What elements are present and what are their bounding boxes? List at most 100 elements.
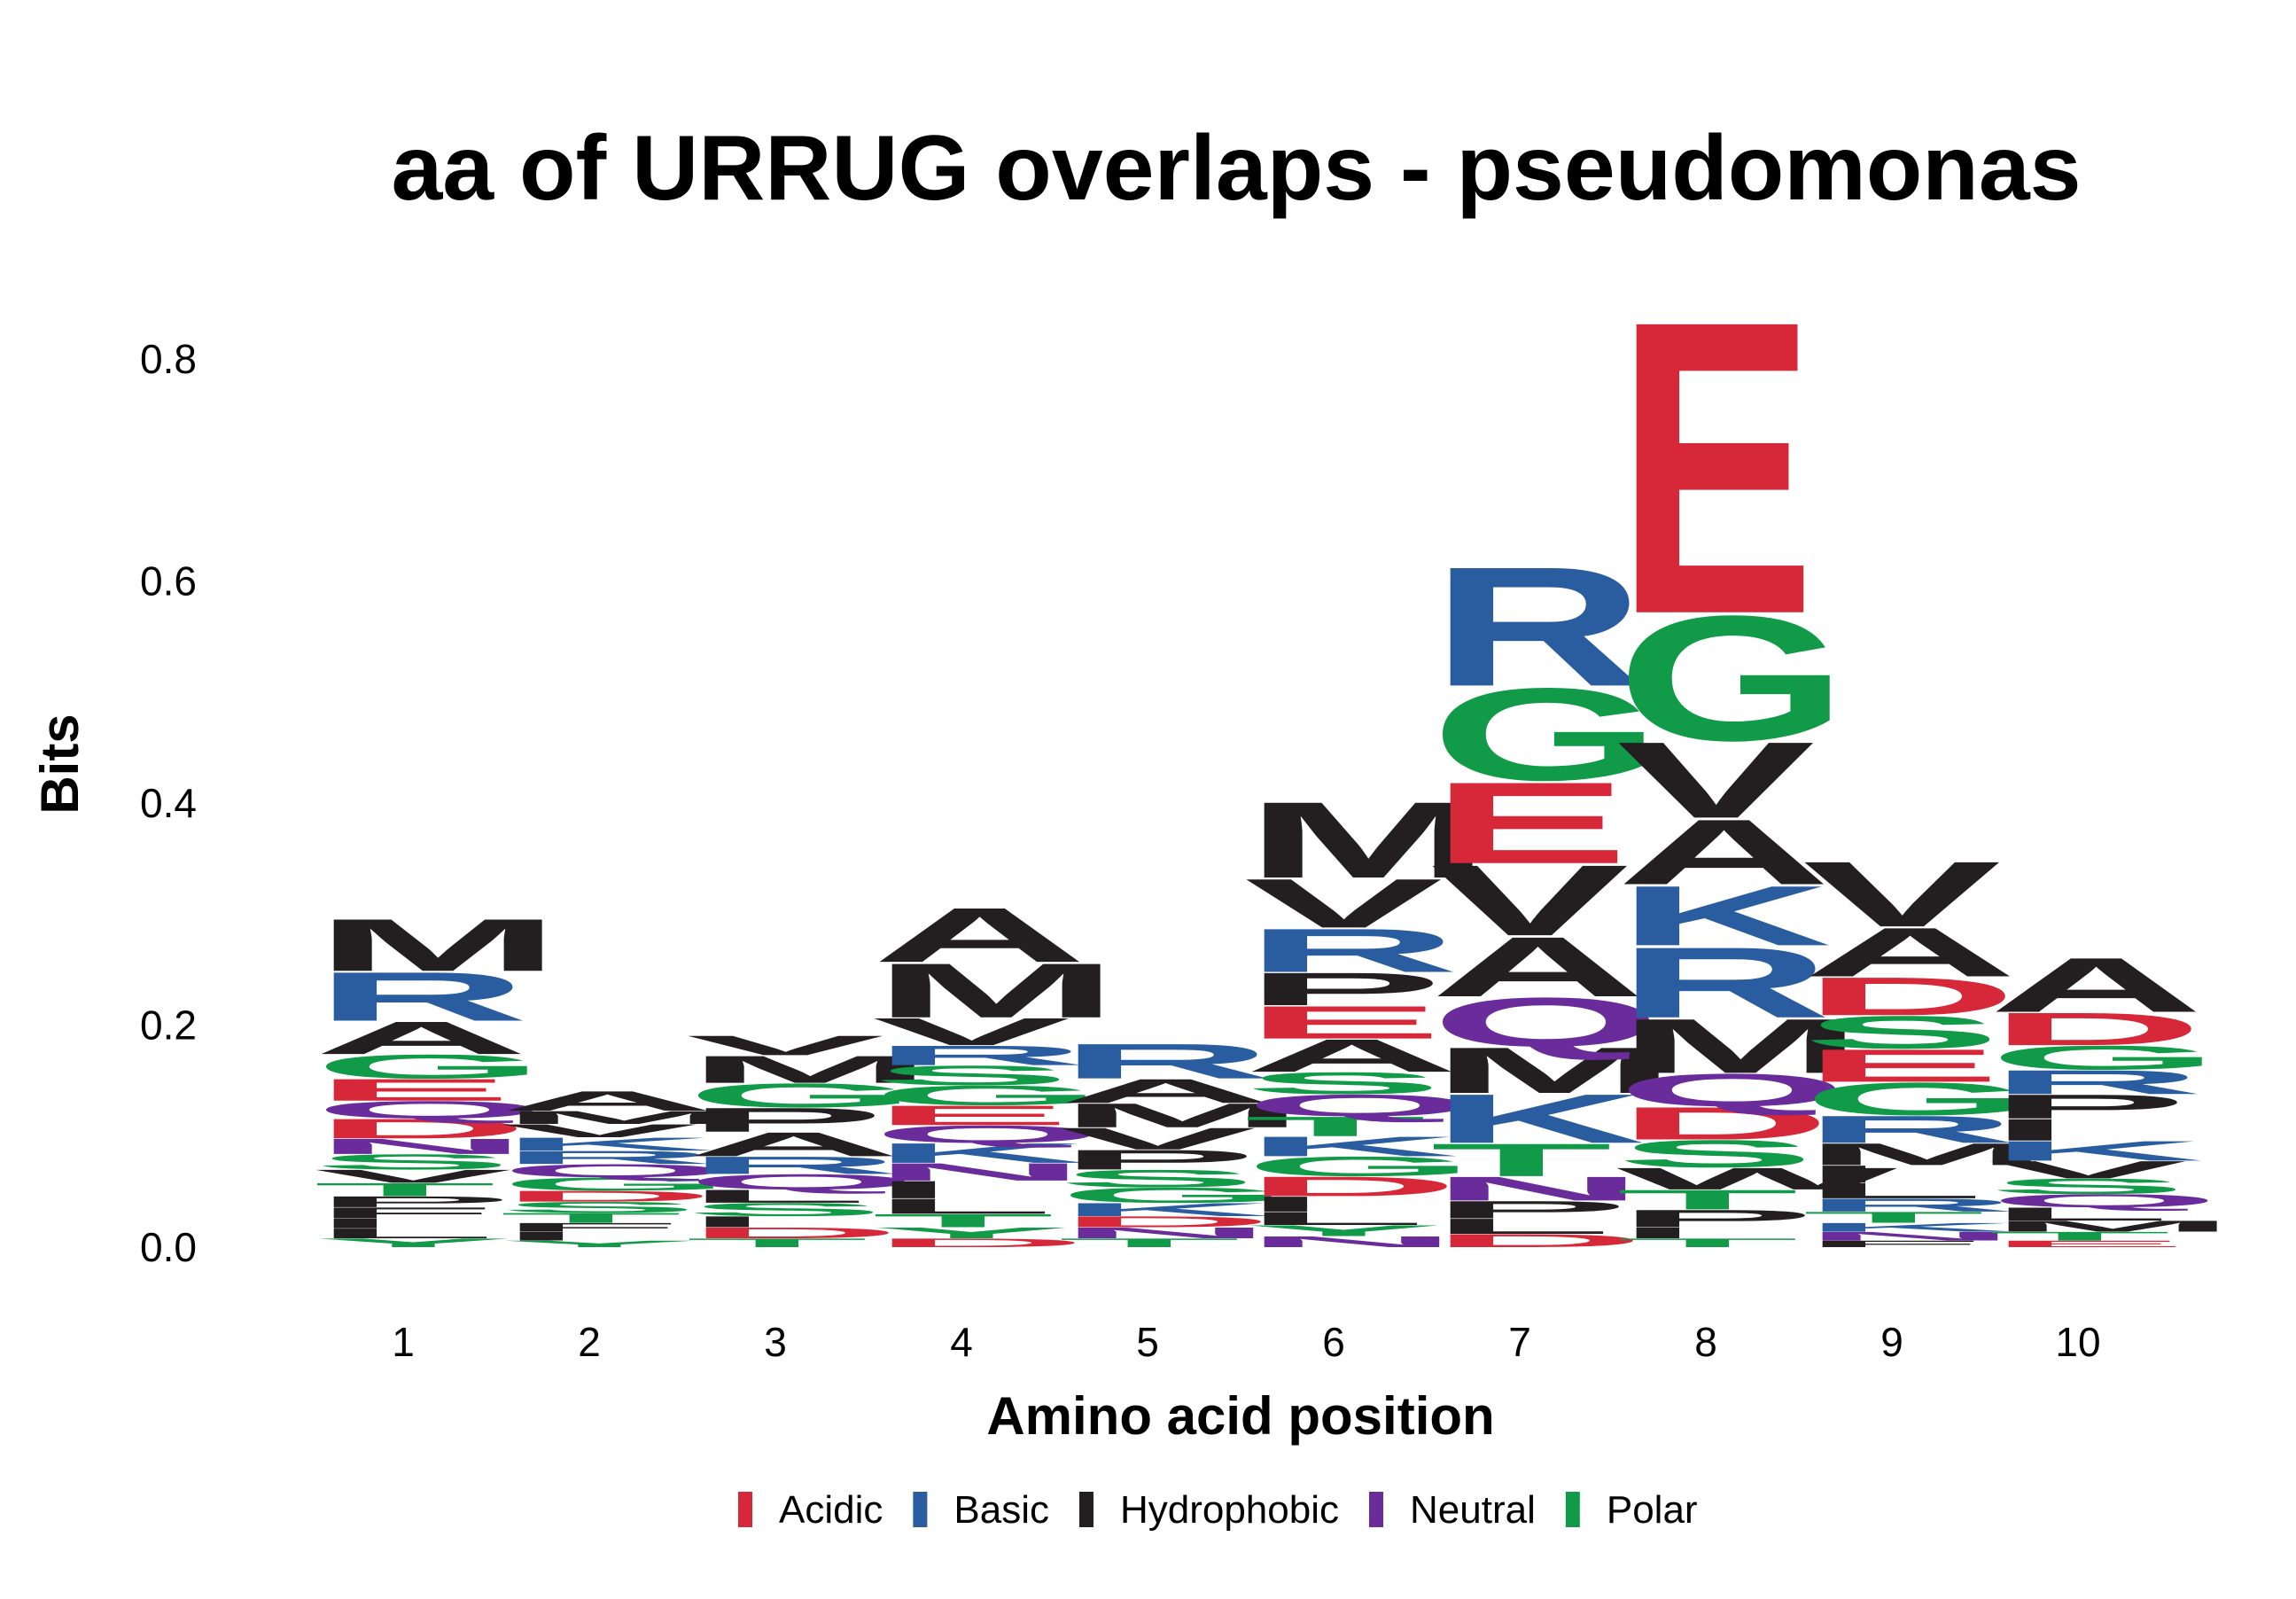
logo-letter: Q xyxy=(872,1120,1103,1148)
logo-letter: E xyxy=(1616,233,1815,701)
y-axis-label: Bits xyxy=(30,714,90,814)
logo-letter: M xyxy=(314,903,562,987)
logo-letter: Q xyxy=(500,1160,731,1181)
logo-letter: I xyxy=(500,1229,582,1244)
x-axis-label: Amino acid position xyxy=(986,1386,1494,1446)
logo-letter: N xyxy=(1430,1170,1646,1208)
logo-letter: V xyxy=(686,1030,884,1061)
y-tick-label: 0.8 xyxy=(140,336,197,382)
y-tick-labels: 0.0 0.2 0.4 0.6 0.8 xyxy=(140,336,197,1270)
logo-letter: Y xyxy=(314,1236,512,1250)
logo-letter: T xyxy=(1616,1236,1798,1250)
logo-letter: E xyxy=(1989,1239,2187,1250)
logo-letter: A xyxy=(686,1126,901,1164)
logo-letter: V xyxy=(872,1010,1070,1053)
logo-letter: T xyxy=(500,1210,681,1226)
logo-letter: M xyxy=(1616,1003,1864,1090)
legend-label: Polar xyxy=(1607,1488,1698,1532)
logo-letter: D xyxy=(1802,966,2018,1026)
logo-letter: P xyxy=(314,1193,512,1210)
logo-letter: Y xyxy=(1244,1222,1443,1239)
logo-letter: S xyxy=(1616,1132,1815,1175)
legend-label: Acidic xyxy=(779,1488,883,1532)
y-axis: Bits 0.0 0.2 0.4 0.6 0.8 xyxy=(30,336,197,1270)
logo-letter: M xyxy=(500,1107,748,1127)
logo-letter: R xyxy=(1802,1195,2018,1215)
x-tick-label: 5 xyxy=(1136,1319,1159,1365)
logo-letter: S xyxy=(500,1198,698,1215)
logo-letter: G xyxy=(1989,1039,2220,1077)
logo-letter: G xyxy=(1244,1150,1475,1182)
legend-label: Hydrophobic xyxy=(1120,1488,1339,1532)
logo-letter: L xyxy=(872,1194,1054,1218)
x-tick-label: 7 xyxy=(1508,1319,1531,1365)
logo-letter: E xyxy=(314,1072,512,1107)
logo-letter: P xyxy=(1430,1196,1629,1223)
logo-letter: T xyxy=(1616,1184,1798,1215)
logo-stacks: YLIFPTVSNDQEGARMYIFTSDGQRKVMATDISLQRAPGM… xyxy=(314,233,2237,1251)
logo-letter: L xyxy=(1430,1214,1612,1238)
x-tick-label: 6 xyxy=(1322,1319,1345,1365)
logo-letter: S xyxy=(1802,1006,2001,1058)
logo-letter: T xyxy=(1430,1134,1612,1186)
logo-letter: K xyxy=(500,1134,715,1154)
logo-letter: I xyxy=(1244,1192,1327,1216)
logo-letter: K xyxy=(1802,1221,2018,1235)
legend-swatch xyxy=(1369,1492,1383,1527)
logo-letter: M xyxy=(1802,1137,2051,1172)
logo-letter: G xyxy=(1058,1183,1289,1207)
logo-letter: T xyxy=(1058,1236,1240,1250)
x-tick-labels: 1 2 3 4 5 6 7 8 9 10 xyxy=(392,1319,2100,1365)
logo-letter: D xyxy=(1244,1171,1459,1202)
logo-letter: G xyxy=(1616,578,1848,777)
logo-letter: G xyxy=(314,1048,545,1086)
logo-letter: N xyxy=(1058,1224,1273,1241)
legend-swatch xyxy=(738,1492,752,1527)
logo-letter: A xyxy=(500,1085,715,1116)
logo-letter: K xyxy=(1244,1131,1459,1162)
logo-letter: D xyxy=(1430,1230,1646,1251)
logo-letter: R xyxy=(686,1151,901,1179)
logo-letter: Y xyxy=(872,1224,1070,1241)
logo-letter: R xyxy=(500,1147,715,1167)
y-tick-label: 0.2 xyxy=(140,1002,197,1049)
legend-label: Basic xyxy=(953,1488,1049,1532)
logo-letter: N xyxy=(314,1135,529,1158)
logo-letter: S xyxy=(1989,1174,2187,1198)
x-tick-label: 2 xyxy=(578,1319,601,1365)
logo-letter: A xyxy=(1058,1072,1273,1110)
logo-letter: Q xyxy=(686,1170,917,1194)
logo-letter: V xyxy=(314,1166,512,1186)
y-tick-label: 0.6 xyxy=(140,558,197,604)
logo-letter: N xyxy=(872,1158,1087,1186)
logo-letter: Q xyxy=(1430,983,1662,1061)
logo-letter: V xyxy=(1058,1121,1257,1156)
logo-letter: D xyxy=(1058,1213,1273,1230)
logo-letter: P xyxy=(1616,1205,1815,1232)
x-axis: 1 2 3 4 5 6 7 8 9 10 Amino acid position xyxy=(392,1319,2100,1446)
logo-letter: Q xyxy=(1989,1190,2220,1211)
logo-letter: D xyxy=(500,1188,715,1205)
logo-letter: T xyxy=(1802,1209,1984,1226)
logo-letter: M xyxy=(686,1048,934,1091)
logo-letter: R xyxy=(1802,1108,2018,1151)
logo-letter: E xyxy=(872,1100,1070,1131)
logo-letter: M xyxy=(872,948,1120,1034)
legend: Acidic Basic Hydrophobic Neutral Polar xyxy=(738,1488,1698,1532)
logo-letter: G xyxy=(500,1174,731,1194)
logo-letter: R xyxy=(1616,926,1832,1039)
logo-letter: I xyxy=(872,1176,954,1204)
logo-letter: T xyxy=(1244,1111,1426,1142)
logo-letter: I xyxy=(1989,1112,2071,1147)
logo-letter: A xyxy=(1244,1030,1459,1082)
logo-letter: L xyxy=(1989,1204,2170,1224)
x-tick-label: 10 xyxy=(2055,1319,2100,1365)
logo-letter: Q xyxy=(314,1096,545,1123)
legend-swatch xyxy=(1078,1492,1094,1527)
logo-letter: A xyxy=(314,1012,529,1065)
